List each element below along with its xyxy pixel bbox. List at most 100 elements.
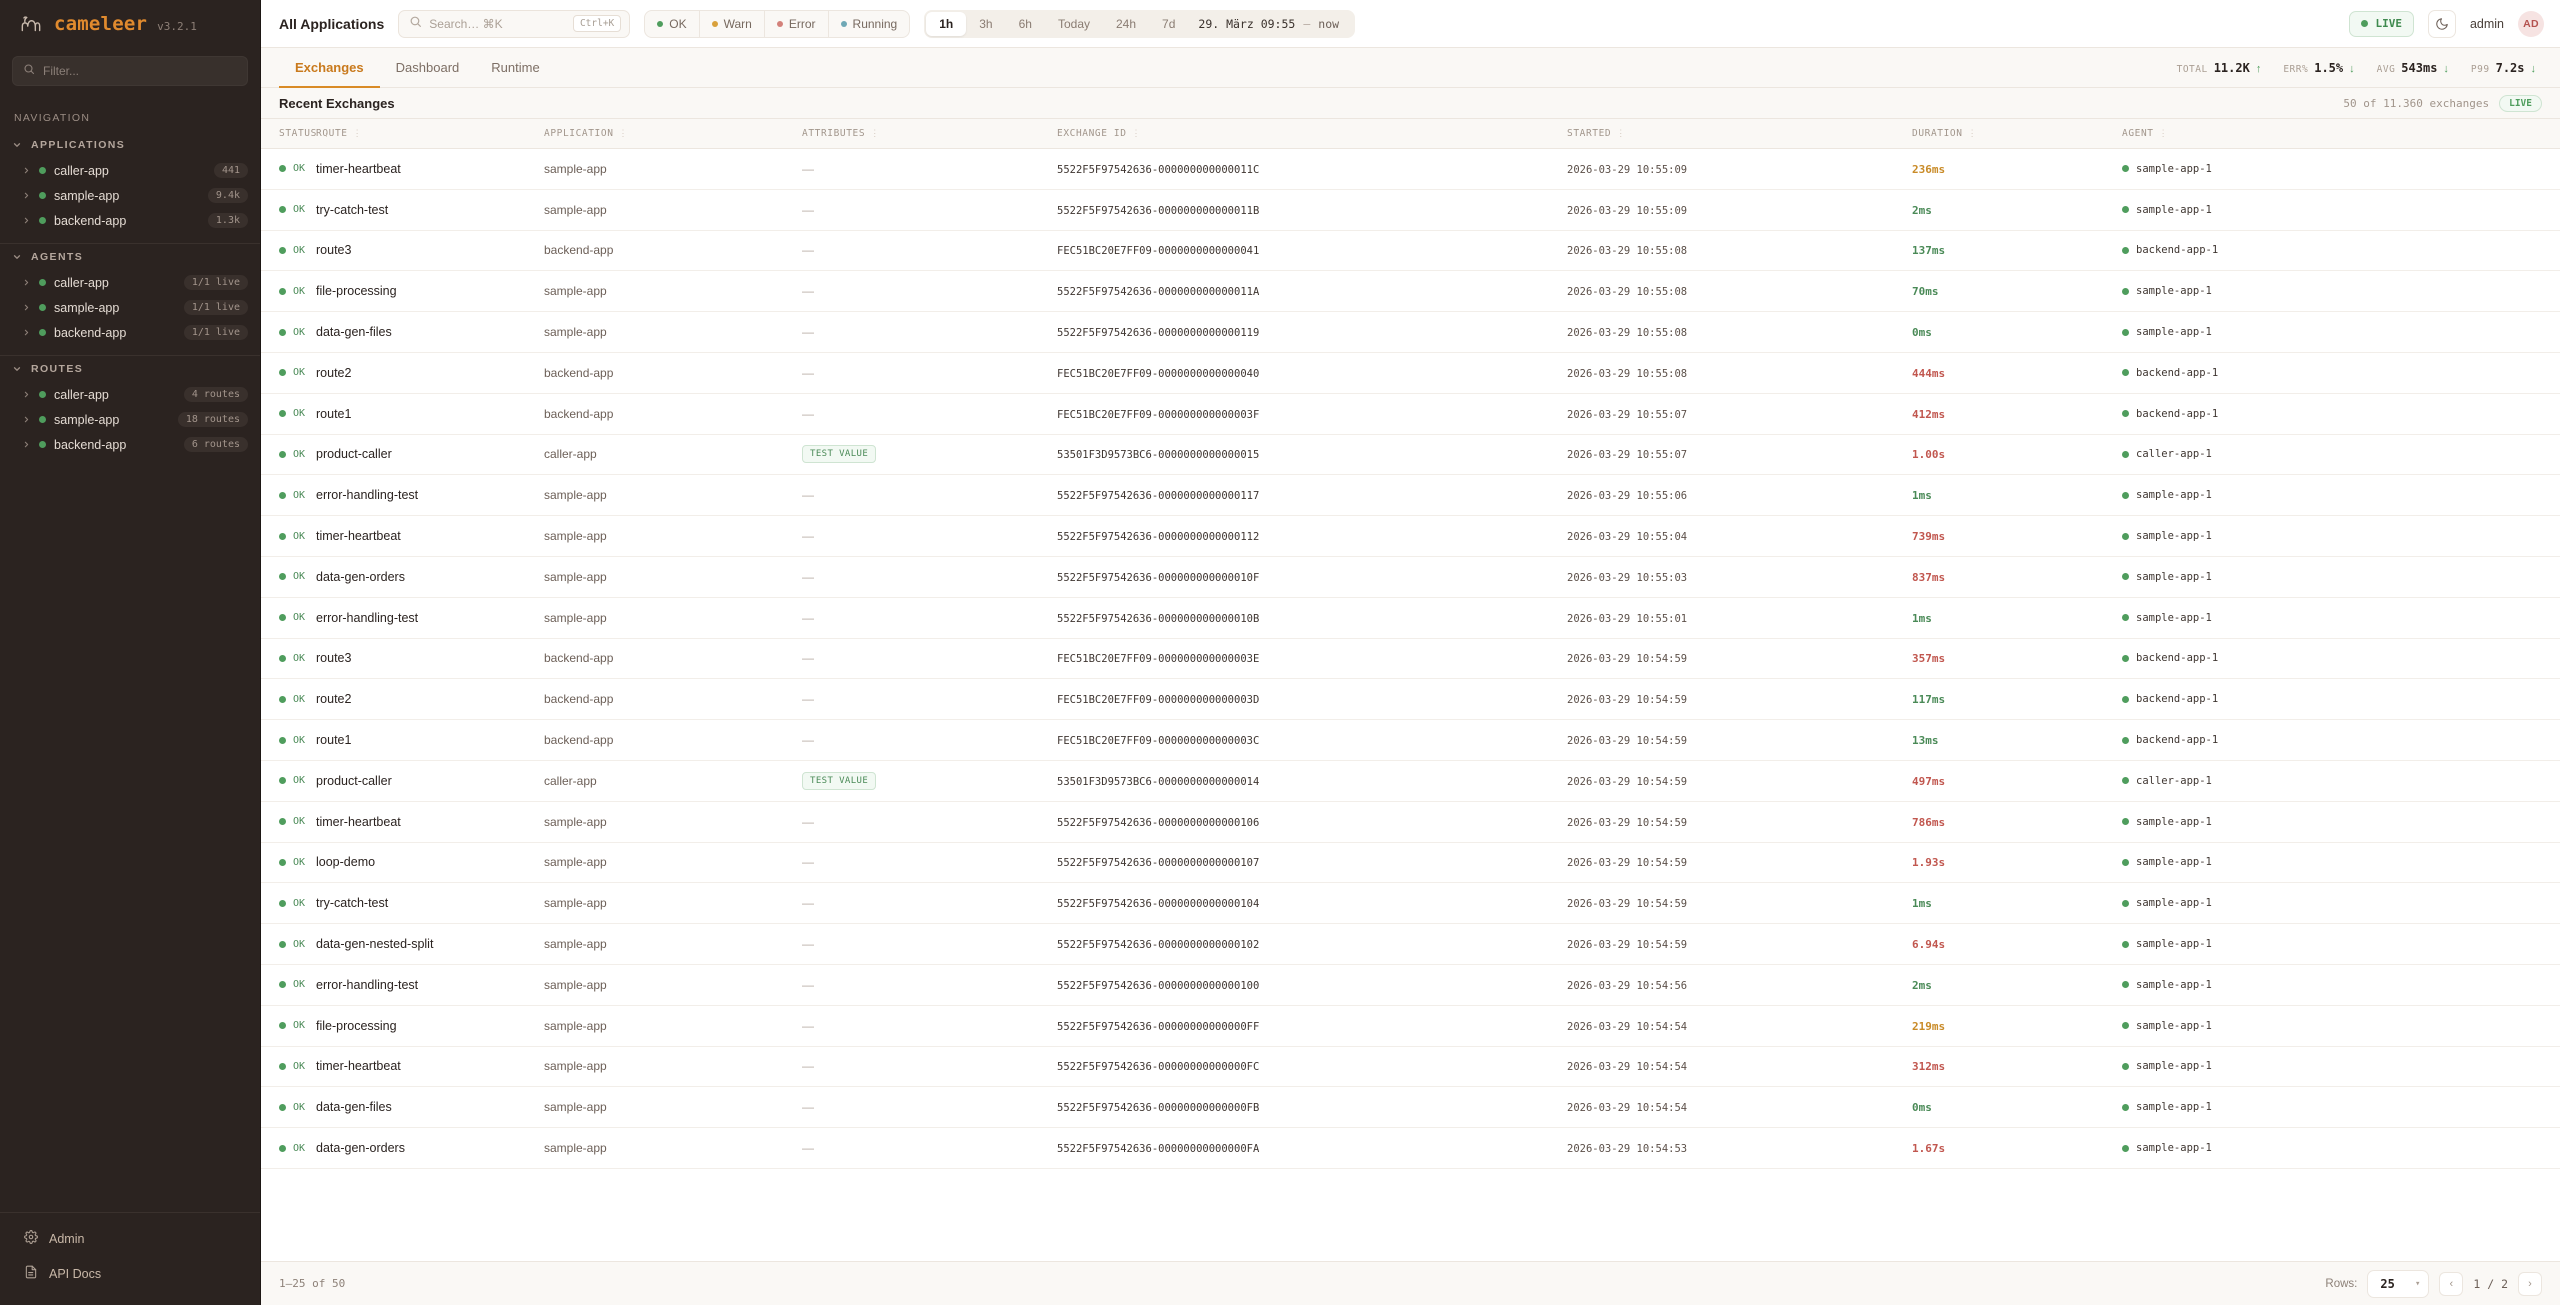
cell-exchange-id[interactable]: FEC51BC20E7FF09-000000000000003D (1057, 678, 1567, 721)
table-row[interactable]: OK try-catch-test sample-app — 5522F5F975426… (261, 189, 2560, 231)
column-resize-grip[interactable]: ⋮ (1616, 128, 1625, 139)
column-header-agent[interactable]: AGENT ⋮ (2122, 119, 2560, 149)
cell-exchange-id[interactable]: FEC51BC20E7FF09-000000000000003F (1057, 393, 1567, 435)
attribute-tag[interactable]: TEST VALUE (802, 445, 877, 464)
cell-exchange-id[interactable]: 5522F5F97542636-000000000000011C (1057, 148, 1567, 190)
column-header-duration[interactable]: DURATION ⋮ (1912, 119, 2122, 149)
cell-exchange-id[interactable]: 5522F5F97542636-000000000000010B (1057, 597, 1567, 639)
table-row[interactable]: OK route2 backend-app — FEC51BC20E7FF09-0000… (261, 678, 2560, 721)
time-range-7d[interactable]: 7d (1162, 16, 1176, 31)
cell-route[interactable]: loop-demo (316, 842, 544, 884)
cell-route[interactable]: route3 (316, 230, 544, 272)
status-filter-error[interactable]: Error (765, 10, 829, 37)
column-resize-grip[interactable]: ⋮ (870, 128, 879, 139)
table-row[interactable]: OK route1 backend-app — FEC51BC20E7FF09-0000… (261, 393, 2560, 435)
cell-exchange-id[interactable]: 5522F5F97542636-0000000000000107 (1057, 842, 1567, 884)
sidebar-filter-box[interactable] (12, 56, 248, 86)
cell-exchange-id[interactable]: 5522F5F97542636-000000000000011B (1057, 189, 1567, 231)
cell-route[interactable]: timer-heartbeat (316, 148, 544, 190)
status-filter-warn[interactable]: Warn (700, 10, 765, 37)
table-row[interactable]: OK product-caller caller-app TEST VALUE 5350… (261, 434, 2560, 476)
cell-route[interactable]: timer-heartbeat (316, 515, 544, 557)
tab-exchanges[interactable]: Exchanges (279, 48, 380, 88)
cell-exchange-id[interactable]: 5522F5F97542636-00000000000000FF (1057, 1005, 1567, 1047)
time-range-24h[interactable]: 24h (1116, 16, 1137, 31)
user-name[interactable]: admin (2469, 16, 2504, 31)
column-header-started[interactable]: STARTED ⋮ (1567, 119, 1912, 149)
sidebar-item-agents-caller-app[interactable]: caller-app 1/1 live (0, 270, 260, 295)
table-row[interactable]: OK timer-heartbeat sample-app — 5522F5F97542… (261, 515, 2560, 557)
time-range-display[interactable]: 29. März 09:55 — now (1188, 12, 1353, 36)
search-input[interactable]: Search… ⌘K Ctrl+K (398, 9, 631, 38)
table-row[interactable]: OK timer-heartbeat sample-app — 5522F5F97542… (261, 148, 2560, 190)
cell-route[interactable]: error-handling-test (316, 964, 544, 1006)
sidebar-group-applications[interactable]: APPLICATIONS (0, 132, 260, 158)
table-row[interactable]: OK try-catch-test sample-app — 5522F5F975426… (261, 882, 2560, 925)
cell-route[interactable]: file-processing (316, 270, 544, 313)
cell-exchange-id[interactable]: 5522F5F97542636-0000000000000104 (1057, 882, 1567, 925)
table-row[interactable]: OK error-handling-test sample-app — 5522F5F9… (261, 597, 2560, 639)
cell-route[interactable]: try-catch-test (316, 882, 544, 925)
cell-route[interactable]: timer-heartbeat (316, 801, 544, 843)
cell-route[interactable]: route2 (316, 352, 544, 394)
cell-route[interactable]: route1 (316, 719, 544, 761)
table-row[interactable]: OK route3 backend-app — FEC51BC20E7FF09-0000… (261, 638, 2560, 680)
cell-route[interactable]: error-handling-test (316, 597, 544, 639)
table-row[interactable]: OK loop-demo sample-app — 5522F5F97542636-00… (261, 842, 2560, 884)
table-row[interactable]: OK data-gen-files sample-app — 5522F5F975426… (261, 311, 2560, 353)
sidebar-item-applications-caller-app[interactable]: caller-app 441 (0, 158, 260, 183)
time-range-3h[interactable]: 3h (979, 16, 993, 31)
cell-exchange-id[interactable]: 5522F5F97542636-0000000000000112 (1057, 515, 1567, 557)
sidebar-item-applications-sample-app[interactable]: sample-app 9.4k (0, 183, 260, 208)
cell-exchange-id[interactable]: FEC51BC20E7FF09-0000000000000040 (1057, 352, 1567, 394)
cell-route[interactable]: data-gen-orders (316, 556, 544, 598)
table-row[interactable]: OK file-processing sample-app — 5522F5F97542… (261, 270, 2560, 313)
sidebar-group-agents[interactable]: AGENTS (0, 244, 260, 270)
cell-exchange-id[interactable]: 5522F5F97542636-00000000000000FC (1057, 1046, 1567, 1088)
column-resize-grip[interactable]: ⋮ (1131, 128, 1141, 139)
cell-exchange-id[interactable]: 5522F5F97542636-00000000000000FB (1057, 1086, 1567, 1129)
cell-exchange-id[interactable]: 5522F5F97542636-0000000000000100 (1057, 964, 1567, 1006)
cell-exchange-id[interactable]: 5522F5F97542636-0000000000000119 (1057, 311, 1567, 353)
sidebar-item-routes-sample-app[interactable]: sample-app 18 routes (0, 407, 260, 432)
table-row[interactable]: OK data-gen-orders sample-app — 5522F5F97542… (261, 556, 2560, 598)
cell-route[interactable]: file-processing (316, 1005, 544, 1047)
sidebar-item-agents-sample-app[interactable]: sample-app 1/1 live (0, 295, 260, 320)
cell-route[interactable]: error-handling-test (316, 474, 544, 517)
cell-route[interactable]: route2 (316, 678, 544, 721)
sidebar-item-applications-backend-app[interactable]: backend-app 1.3k (0, 208, 260, 233)
live-status-badge[interactable]: LIVE (2349, 10, 2414, 37)
sidebar-filter-input[interactable] (43, 64, 237, 78)
avatar[interactable]: AD (2518, 10, 2544, 37)
table-row[interactable]: OK route1 backend-app — FEC51BC20E7FF09-0000… (261, 719, 2560, 761)
cell-route[interactable]: try-catch-test (316, 189, 544, 231)
table-row[interactable]: OK error-handling-test sample-app — 5522F5F9… (261, 964, 2560, 1006)
table-row[interactable]: OK error-handling-test sample-app — 5522F5F9… (261, 474, 2560, 517)
cell-exchange-id[interactable]: 53501F3D9573BC6-0000000000000014 (1057, 760, 1567, 802)
rows-per-page-select[interactable]: 25 ▾ (2367, 1269, 2430, 1298)
column-header-exchange-id[interactable]: EXCHANGE ID ⋮ (1057, 119, 1567, 149)
tab-dashboard[interactable]: Dashboard (395, 59, 460, 75)
cell-route[interactable]: timer-heartbeat (316, 1046, 544, 1088)
table-row[interactable]: OK route3 backend-app — FEC51BC20E7FF09-0000… (261, 230, 2560, 272)
column-resize-grip[interactable]: ⋮ (1967, 128, 1977, 139)
column-header-application[interactable]: APPLICATION ⋮ (544, 119, 802, 149)
column-header-attributes[interactable]: ATTRIBUTES ⋮ (802, 119, 1057, 149)
table-row[interactable]: OK product-caller caller-app TEST VALUE 5350… (261, 760, 2560, 802)
cell-exchange-id[interactable]: FEC51BC20E7FF09-000000000000003E (1057, 638, 1567, 680)
table-row[interactable]: OK data-gen-orders sample-app — 5522F5F97542… (261, 1127, 2560, 1169)
cell-route[interactable]: data-gen-files (316, 311, 544, 353)
cell-route[interactable]: data-gen-orders (316, 1127, 544, 1169)
table-row[interactable]: OK route2 backend-app — FEC51BC20E7FF09-0000… (261, 352, 2560, 394)
cell-exchange-id[interactable]: 5522F5F97542636-000000000000011A (1057, 270, 1567, 313)
cell-route[interactable]: route1 (316, 393, 544, 435)
column-resize-grip[interactable]: ⋮ (352, 128, 362, 139)
time-range-6h[interactable]: 6h (1018, 16, 1032, 31)
cell-exchange-id[interactable]: 5522F5F97542636-0000000000000117 (1057, 474, 1567, 517)
cell-route[interactable]: product-caller (316, 434, 544, 476)
table-row[interactable]: OK data-gen-files sample-app — 5522F5F975426… (261, 1086, 2560, 1129)
time-range-today[interactable]: Today (1057, 16, 1090, 31)
sidebar-item-agents-backend-app[interactable]: backend-app 1/1 live (0, 320, 260, 345)
sidebar-item-api-docs[interactable]: API Docs (0, 1256, 260, 1291)
brand[interactable]: cameleer v3.2.1 (0, 0, 260, 48)
